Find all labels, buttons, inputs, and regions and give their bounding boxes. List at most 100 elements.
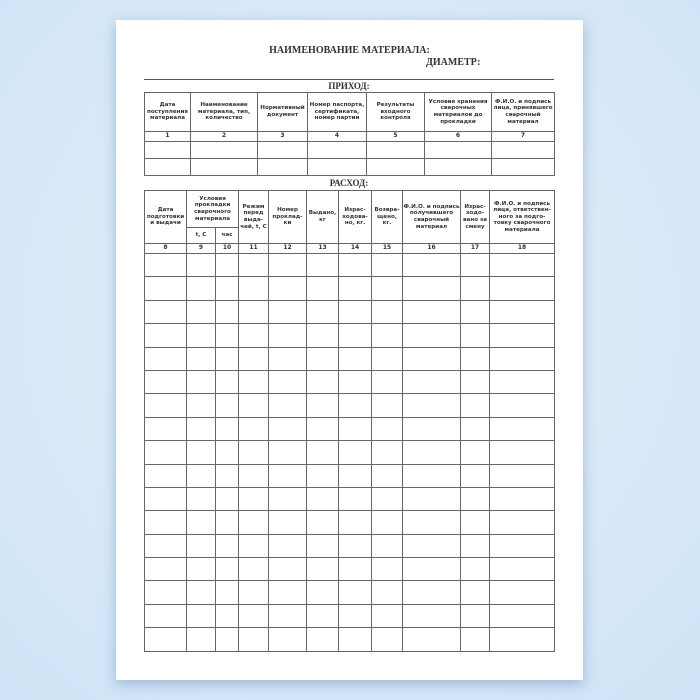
income-cell[interactable]	[144, 158, 191, 176]
expense-cell[interactable]	[489, 627, 556, 652]
expense-cell[interactable]	[306, 580, 340, 605]
expense-cell[interactable]	[214, 533, 240, 559]
expense-cell[interactable]	[460, 276, 491, 301]
expense-cell[interactable]	[268, 276, 308, 301]
expense-cell[interactable]	[460, 346, 491, 371]
expense-cell[interactable]	[371, 627, 404, 652]
expense-cell[interactable]	[489, 533, 556, 559]
expense-cell[interactable]	[186, 627, 216, 652]
expense-cell[interactable]	[214, 486, 240, 512]
expense-cell[interactable]	[338, 486, 373, 512]
expense-cell[interactable]	[371, 346, 404, 371]
expense-cell[interactable]	[460, 299, 491, 325]
expense-cell[interactable]	[214, 369, 240, 395]
expense-cell[interactable]	[144, 276, 187, 301]
expense-cell[interactable]	[402, 463, 462, 488]
expense-cell[interactable]	[338, 393, 373, 418]
expense-cell[interactable]	[214, 627, 240, 652]
expense-cell[interactable]	[338, 463, 373, 488]
expense-cell[interactable]	[338, 533, 373, 559]
expense-cell[interactable]	[268, 323, 308, 348]
expense-cell[interactable]	[214, 393, 240, 418]
expense-cell[interactable]	[186, 416, 216, 442]
expense-cell[interactable]	[489, 299, 556, 325]
expense-cell[interactable]	[371, 416, 404, 442]
expense-cell[interactable]	[402, 299, 462, 325]
expense-cell[interactable]	[402, 252, 462, 278]
expense-cell[interactable]	[338, 603, 373, 629]
expense-cell[interactable]	[306, 557, 340, 582]
expense-cell[interactable]	[238, 416, 270, 442]
expense-cell[interactable]	[489, 276, 556, 301]
expense-cell[interactable]	[268, 346, 308, 371]
income-cell[interactable]	[491, 141, 555, 159]
expense-cell[interactable]	[214, 463, 240, 488]
expense-cell[interactable]	[402, 323, 462, 348]
expense-cell[interactable]	[460, 393, 491, 418]
expense-cell[interactable]	[338, 369, 373, 395]
expense-cell[interactable]	[238, 627, 270, 652]
expense-cell[interactable]	[144, 557, 187, 582]
expense-cell[interactable]	[402, 580, 462, 605]
expense-cell[interactable]	[268, 486, 308, 512]
expense-cell[interactable]	[144, 299, 187, 325]
expense-cell[interactable]	[214, 276, 240, 301]
expense-cell[interactable]	[402, 416, 462, 442]
expense-cell[interactable]	[460, 603, 491, 629]
expense-cell[interactable]	[144, 603, 187, 629]
expense-cell[interactable]	[144, 440, 187, 465]
expense-cell[interactable]	[186, 510, 216, 535]
expense-cell[interactable]	[460, 416, 491, 442]
expense-cell[interactable]	[144, 416, 187, 442]
expense-cell[interactable]	[144, 627, 187, 652]
expense-cell[interactable]	[306, 323, 340, 348]
expense-cell[interactable]	[489, 486, 556, 512]
expense-cell[interactable]	[306, 252, 340, 278]
expense-cell[interactable]	[306, 299, 340, 325]
expense-cell[interactable]	[268, 580, 308, 605]
expense-cell[interactable]	[338, 276, 373, 301]
expense-cell[interactable]	[268, 603, 308, 629]
expense-cell[interactable]	[238, 346, 270, 371]
expense-cell[interactable]	[402, 627, 462, 652]
expense-cell[interactable]	[268, 369, 308, 395]
expense-cell[interactable]	[306, 346, 340, 371]
expense-cell[interactable]	[238, 369, 270, 395]
expense-cell[interactable]	[268, 533, 308, 559]
expense-cell[interactable]	[460, 557, 491, 582]
expense-cell[interactable]	[268, 252, 308, 278]
expense-cell[interactable]	[186, 486, 216, 512]
expense-cell[interactable]	[489, 369, 556, 395]
income-cell[interactable]	[307, 158, 367, 176]
expense-cell[interactable]	[371, 440, 404, 465]
expense-cell[interactable]	[238, 440, 270, 465]
expense-cell[interactable]	[489, 252, 556, 278]
expense-cell[interactable]	[214, 346, 240, 371]
expense-cell[interactable]	[371, 299, 404, 325]
expense-cell[interactable]	[402, 510, 462, 535]
income-cell[interactable]	[257, 158, 308, 176]
expense-cell[interactable]	[489, 323, 556, 348]
expense-cell[interactable]	[338, 627, 373, 652]
expense-cell[interactable]	[306, 440, 340, 465]
expense-cell[interactable]	[402, 346, 462, 371]
expense-cell[interactable]	[460, 440, 491, 465]
expense-cell[interactable]	[144, 463, 187, 488]
expense-cell[interactable]	[371, 533, 404, 559]
expense-cell[interactable]	[402, 393, 462, 418]
expense-cell[interactable]	[144, 510, 187, 535]
income-cell[interactable]	[366, 158, 425, 176]
expense-cell[interactable]	[371, 276, 404, 301]
expense-cell[interactable]	[460, 627, 491, 652]
expense-cell[interactable]	[460, 510, 491, 535]
income-cell[interactable]	[190, 158, 258, 176]
expense-cell[interactable]	[338, 580, 373, 605]
expense-cell[interactable]	[186, 393, 216, 418]
expense-cell[interactable]	[460, 580, 491, 605]
expense-cell[interactable]	[238, 276, 270, 301]
expense-cell[interactable]	[338, 323, 373, 348]
expense-cell[interactable]	[186, 346, 216, 371]
expense-cell[interactable]	[306, 276, 340, 301]
expense-cell[interactable]	[489, 557, 556, 582]
expense-cell[interactable]	[338, 346, 373, 371]
